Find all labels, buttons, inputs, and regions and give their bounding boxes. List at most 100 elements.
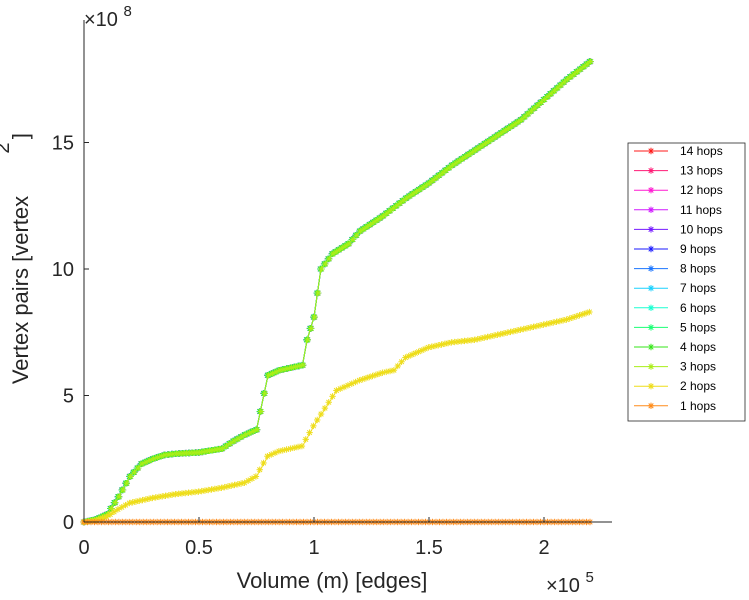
legend-label: 2 hops [680, 379, 716, 393]
data-point [455, 157, 463, 165]
legend-marker [647, 285, 655, 292]
legend-item: 6 hops [634, 301, 716, 315]
data-point [314, 289, 322, 297]
data-point [360, 225, 368, 233]
legend-item: 5 hops [634, 320, 716, 334]
legend-marker [647, 304, 655, 311]
data-point [307, 325, 315, 332]
data-point [135, 464, 142, 472]
data-point [541, 96, 548, 103]
plot-lines [80, 58, 594, 526]
data-point [284, 365, 291, 372]
data-point [107, 511, 114, 518]
data-point [103, 513, 110, 521]
y-tick-label: 5 [63, 386, 74, 408]
legend-marker [647, 245, 655, 253]
data-point [288, 364, 295, 371]
data-point [275, 447, 283, 455]
series-line [83, 61, 591, 523]
legend-marker [647, 324, 655, 331]
data-point [423, 181, 430, 189]
y-axis-label-close: ] [8, 133, 33, 139]
legend-marker [647, 363, 655, 370]
data-point [329, 250, 337, 258]
y-multiplier-exp: 8 [124, 3, 132, 20]
data-point [462, 153, 469, 160]
legend-marker [647, 402, 655, 409]
x-tick-label: 1 [308, 537, 319, 559]
legend-label: 6 hops [680, 301, 716, 315]
legend-marker [647, 206, 655, 213]
series-2-hops [80, 308, 593, 526]
data-point [223, 442, 230, 450]
y-axis-label: Vertex pairs [vertex [8, 196, 33, 384]
legend-item: 9 hops [634, 242, 716, 256]
data-point [230, 437, 238, 445]
data-point [580, 63, 588, 70]
data-point [296, 362, 303, 370]
data-point [379, 369, 386, 376]
data-point [400, 197, 407, 204]
data-point [280, 366, 288, 373]
data-point [501, 127, 509, 134]
data-point [587, 58, 594, 65]
data-point [127, 473, 134, 480]
data-point [472, 146, 479, 154]
data-point [402, 354, 409, 361]
data-point [396, 200, 404, 207]
legend-label: 5 hops [680, 320, 716, 334]
data-point [386, 207, 394, 215]
data-point [345, 240, 353, 247]
data-point [475, 144, 483, 152]
data-point [363, 223, 371, 230]
legend-label: 7 hops [680, 281, 716, 295]
data-point [325, 399, 332, 406]
data-point [446, 164, 453, 171]
x-multiplier: ×10 5 [546, 569, 594, 597]
data-point [329, 393, 336, 400]
series-line [83, 61, 591, 523]
data-point [302, 436, 309, 443]
data-point [241, 479, 248, 486]
legend-item: 4 hops [634, 340, 716, 354]
data-point [495, 131, 502, 139]
legend-marker [647, 187, 655, 194]
legend-box [627, 142, 746, 422]
data-point [349, 236, 357, 243]
data-point [257, 408, 265, 415]
legend-item: 12 hops [634, 183, 723, 197]
data-point [112, 499, 119, 506]
data-point [298, 442, 306, 450]
data-point [465, 151, 473, 158]
x-tick-label: 2 [538, 537, 549, 559]
data-point [367, 221, 374, 228]
x-ticks: 0 0.5 1 1.5 2 [78, 517, 550, 559]
series-3-hops [81, 58, 594, 526]
data-point [306, 429, 313, 436]
data-point [292, 363, 299, 371]
x-multiplier-base: ×10 [546, 575, 580, 597]
legend-label: 12 hops [680, 183, 723, 197]
x-tick-label: 1.5 [415, 537, 443, 559]
data-point [108, 505, 115, 512]
data-point [390, 367, 398, 374]
data-point [559, 317, 567, 324]
data-point [279, 447, 286, 454]
data-point [227, 440, 234, 447]
series-line [83, 61, 591, 523]
y-multiplier: ×10 8 [84, 3, 132, 31]
data-point [429, 177, 437, 184]
legend-label: 14 hops [680, 144, 723, 158]
x-tick-label: 0 [78, 537, 89, 559]
legend-label: 4 hops [680, 340, 716, 354]
legend-label: 9 hops [680, 242, 716, 256]
data-point [317, 410, 325, 418]
data-point [370, 219, 377, 226]
data-point [436, 172, 443, 179]
data-point [353, 232, 360, 239]
data-point [488, 136, 496, 143]
x-multiplier-exp: 5 [586, 569, 594, 586]
data-point [449, 162, 456, 169]
data-point [238, 433, 245, 441]
